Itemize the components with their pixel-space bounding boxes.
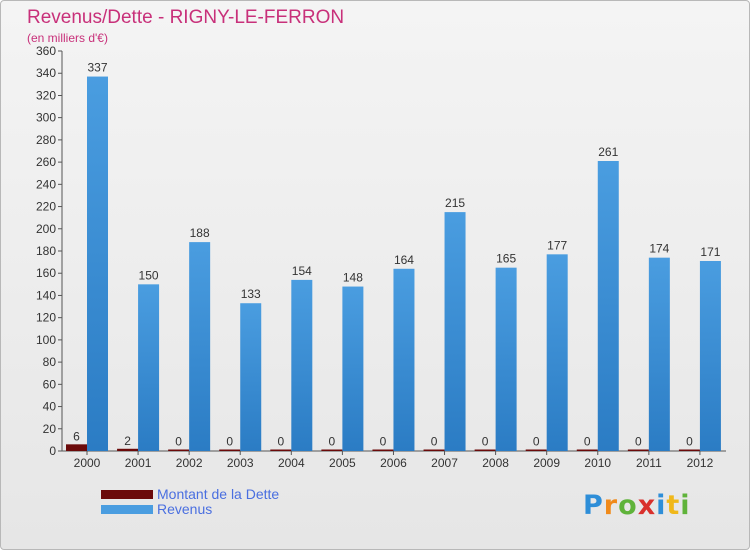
revenue-value-label: 133 [241, 287, 261, 301]
revenue-bar [87, 76, 108, 452]
revenue-bar [444, 212, 466, 451]
y-tick-label: 220 [36, 200, 56, 214]
debt-value-label: 0 [175, 435, 182, 449]
y-tick-label: 20 [43, 422, 57, 436]
x-tick-label: 2009 [533, 456, 560, 470]
revenue-bar [648, 257, 670, 451]
y-tick-label: 0 [49, 444, 56, 458]
debt-bar [117, 448, 139, 451]
debt-value-label: 0 [533, 435, 540, 449]
revenue-bar [495, 267, 517, 451]
x-tick-label: 2004 [278, 456, 305, 470]
revenue-value-label: 150 [139, 268, 159, 282]
debt-bar [627, 449, 649, 451]
debt-value-label: 0 [686, 435, 693, 449]
y-tick-label: 180 [36, 244, 56, 258]
chart-title: Revenus/Dette - RIGNY-LE-FERRON [27, 7, 345, 28]
x-tick-label: 2002 [176, 456, 203, 470]
debt-value-label: 0 [329, 435, 336, 449]
revenue-bar [342, 286, 364, 451]
revenue-bar [189, 242, 211, 451]
x-tick-label: 2007 [431, 456, 458, 470]
y-tick-label: 360 [36, 44, 56, 58]
y-tick-label: 260 [36, 155, 56, 169]
revenue-value-label: 154 [292, 264, 312, 278]
debt-bar [525, 449, 547, 451]
revenue-value-label: 148 [343, 271, 363, 285]
legend-label-revenue: Revenus [157, 501, 213, 517]
y-tick-label: 100 [36, 333, 56, 347]
debt-value-label: 0 [635, 435, 642, 449]
revenue-bar [597, 161, 619, 451]
legend-swatch-debt [101, 490, 153, 499]
proxiti-logo: Proxiti [583, 490, 691, 521]
y-tick-label: 300 [36, 111, 56, 125]
revenue-value-label: 215 [445, 196, 465, 210]
y-tick-label: 80 [43, 355, 57, 369]
revenue-value-label: 188 [190, 226, 210, 240]
y-tick-label: 160 [36, 266, 56, 280]
y-tick-label: 60 [43, 377, 57, 391]
debt-bar [270, 449, 292, 451]
legend-swatch-revenue [101, 505, 153, 514]
revenue-value-label: 261 [598, 145, 618, 159]
debt-bar [372, 449, 394, 451]
y-tick-label: 280 [36, 133, 56, 147]
revenue-bar [291, 279, 313, 451]
legend-label-debt: Montant de la Dette [157, 486, 280, 502]
y-tick-label: 120 [36, 311, 56, 325]
debt-bar [66, 444, 87, 451]
debt-bar [321, 449, 343, 451]
revenue-value-label: 177 [547, 238, 567, 252]
debt-value-label: 0 [226, 435, 233, 449]
debt-bar [423, 449, 445, 451]
revenue-value-label: 165 [496, 252, 516, 266]
debt-value-label: 0 [277, 435, 284, 449]
debt-value-label: 0 [584, 435, 591, 449]
revenue-bar [138, 284, 160, 451]
x-tick-label: 2006 [380, 456, 407, 470]
x-tick-label: 2000 [74, 456, 101, 470]
revenue-value-label: 164 [394, 253, 414, 267]
y-tick-label: 140 [36, 288, 56, 302]
debt-value-label: 2 [124, 434, 131, 448]
debt-bar [576, 449, 598, 451]
y-tick-label: 240 [36, 177, 56, 191]
revenue-bar [546, 254, 568, 451]
revenue-bar [240, 303, 262, 451]
y-tick-label: 200 [36, 222, 56, 236]
debt-bar [474, 449, 496, 451]
debt-value-label: 0 [380, 435, 387, 449]
debt-value-label: 6 [73, 429, 80, 443]
y-tick-label: 340 [36, 66, 56, 80]
debt-bar [678, 449, 700, 451]
revenue-value-label: 337 [87, 61, 107, 75]
y-tick-label: 320 [36, 88, 56, 102]
chart-subtitle: (en milliers d'€) [27, 31, 108, 45]
x-tick-label: 2003 [227, 456, 254, 470]
x-tick-label: 2011 [636, 456, 662, 470]
x-tick-label: 2012 [687, 456, 714, 470]
revenue-bar [699, 261, 721, 451]
revenue-bar [393, 268, 415, 451]
debt-bar [219, 449, 241, 451]
x-tick-label: 2005 [329, 456, 356, 470]
y-tick-label: 40 [43, 400, 57, 414]
revenue-value-label: 174 [649, 242, 669, 256]
x-tick-label: 2008 [482, 456, 509, 470]
revenue-value-label: 171 [700, 245, 720, 259]
x-tick-label: 2001 [125, 456, 152, 470]
debt-value-label: 0 [431, 435, 438, 449]
x-tick-label: 2010 [584, 456, 611, 470]
debt-bar [168, 449, 190, 451]
debt-value-label: 0 [482, 435, 489, 449]
